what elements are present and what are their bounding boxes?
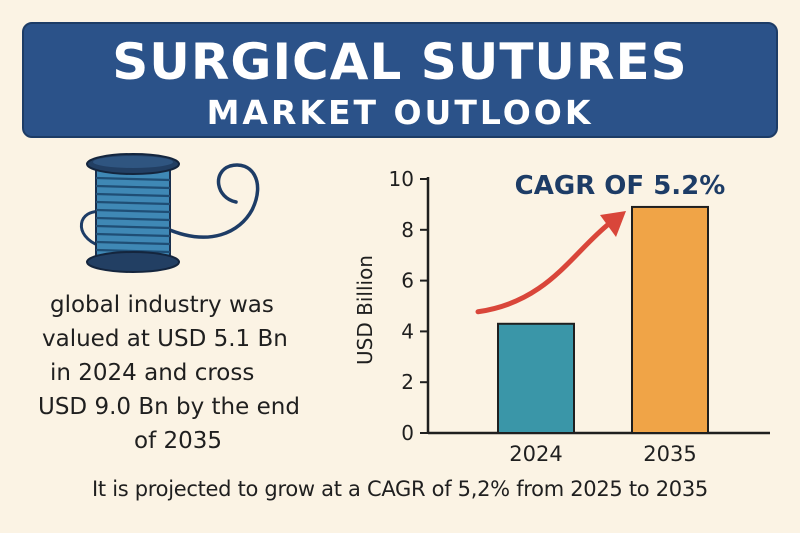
cagr-annotation: CAGR OF 5.2% xyxy=(515,171,726,201)
bar-chart: USD Billion CAGR OF 5.2% 0 2 4 6 8 10 2024 2035 xyxy=(353,167,770,466)
y-tick-label: 10 xyxy=(389,167,414,191)
y-tick-label: 0 xyxy=(401,421,414,445)
y-tick-label: 4 xyxy=(401,319,414,343)
y-axis-label: USD Billion xyxy=(353,255,377,365)
description-line: global industry was xyxy=(50,292,274,318)
growth-arrow xyxy=(475,220,613,315)
bar-2024 xyxy=(497,322,575,434)
footer-note: It is projected to grow at a CAGR of 5,2… xyxy=(92,477,708,501)
x-tick-label: 2024 xyxy=(509,442,562,466)
y-tick-label: 6 xyxy=(401,269,414,293)
page-subtitle: MARKET OUTLOOK xyxy=(206,93,594,132)
y-tick-label: 8 xyxy=(401,218,414,242)
thread-spool-icon xyxy=(80,153,260,273)
growth-arrowhead xyxy=(600,210,626,237)
page-title: SURGICAL SUTURES xyxy=(112,33,688,91)
description-line: of 2035 xyxy=(134,428,223,454)
title-banner: SURGICAL SUTURES MARKET OUTLOOK xyxy=(22,22,778,138)
description-line: valued at USD 5.1 Bn xyxy=(42,326,288,352)
description-line: USD 9.0 Bn by the end xyxy=(38,394,300,420)
y-tick-label: 2 xyxy=(401,370,414,394)
description-line: in 2024 and cross xyxy=(50,360,255,386)
x-tick-label: 2035 xyxy=(643,442,696,466)
bar-2035 xyxy=(631,205,709,434)
